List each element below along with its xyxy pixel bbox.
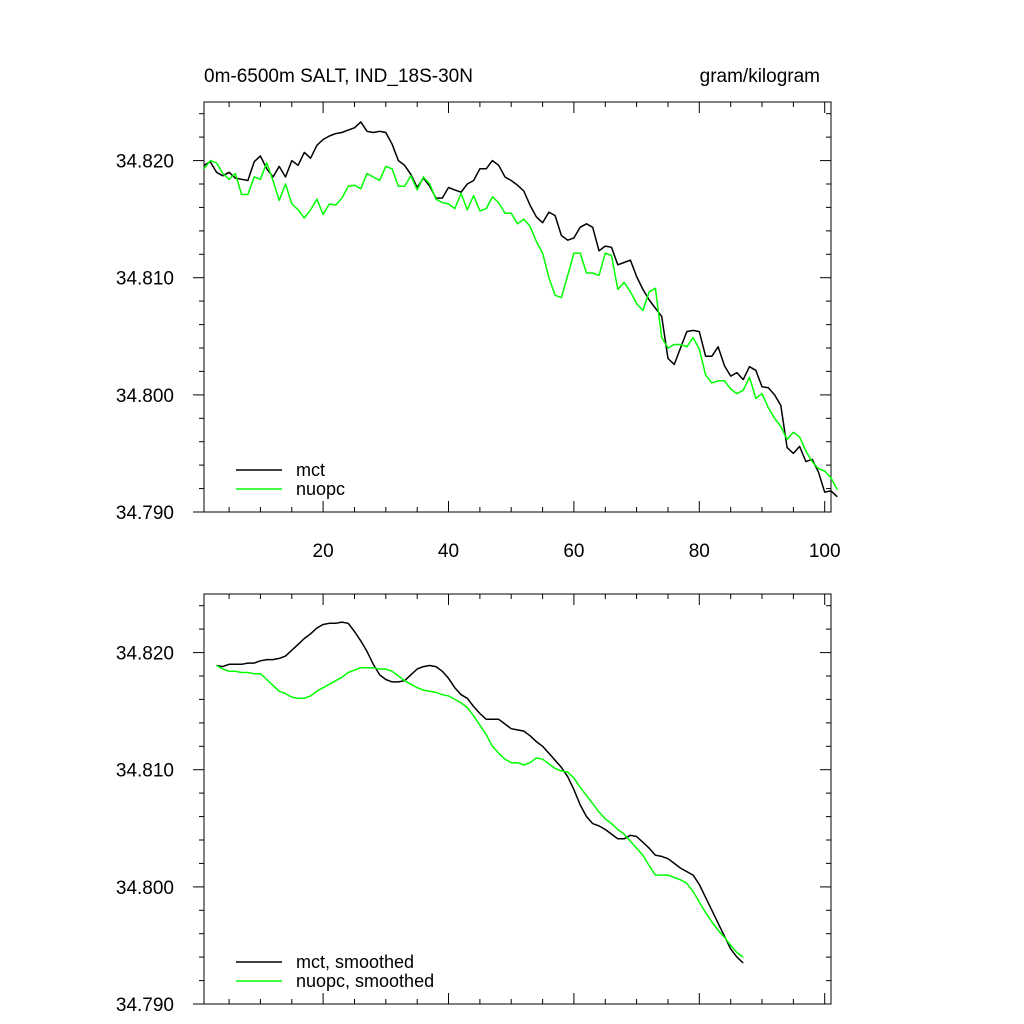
series-lines — [216, 621, 744, 964]
x-tick-label: 40 — [438, 541, 459, 562]
chart-title: 0m-6500m SALT, IND_18S-30N — [204, 66, 473, 87]
legend-label-mct-smoothed: mct, smoothed — [296, 952, 414, 972]
y-tick-label: 34.820 — [116, 644, 174, 665]
y-tick-label: 34.800 — [116, 878, 174, 899]
y-tick-label: 34.790 — [116, 995, 174, 1016]
plot-frame — [203, 101, 832, 513]
series-line-mct-smoothed — [216, 621, 744, 964]
legend-label-nuopc: nuopc — [296, 479, 345, 499]
series-lines — [203, 121, 838, 498]
y-tick-label: 34.810 — [116, 761, 174, 782]
y-tick-label: 34.790 — [116, 503, 174, 524]
y-tick-label: 34.810 — [116, 269, 174, 290]
series-line-mct — [203, 121, 838, 498]
legend: mct nuopc — [236, 460, 345, 499]
x-tick-label: 20 — [313, 541, 334, 562]
x-tick-label: 80 — [689, 541, 710, 562]
series-line-nuopc-smoothed — [216, 664, 744, 958]
y-tick-label: 34.820 — [116, 152, 174, 173]
top-panel: 0m-6500m SALT, IND_18S-30N gram/kilogram… — [116, 66, 841, 562]
units-label: gram/kilogram — [700, 66, 820, 87]
axis-ticks: 20 40 60 80 100 34.790 34.800 34.810 34.820 — [116, 102, 841, 562]
legend: mct, smoothed nuopc, smoothed — [236, 952, 434, 991]
legend-label-nuopc-smoothed: nuopc, smoothed — [296, 971, 434, 991]
bottom-panel: 34.790 34.800 34.810 34.820 mct, smoothed n… — [116, 593, 832, 1016]
y-tick-label: 34.800 — [116, 386, 174, 407]
legend-label-mct: mct — [296, 460, 325, 480]
series-line-nuopc — [203, 159, 838, 491]
x-tick-label: 100 — [809, 541, 841, 562]
x-tick-label: 60 — [563, 541, 584, 562]
axis-ticks: 34.790 34.800 34.810 34.820 — [116, 594, 831, 1016]
plot-frame — [203, 593, 832, 1005]
